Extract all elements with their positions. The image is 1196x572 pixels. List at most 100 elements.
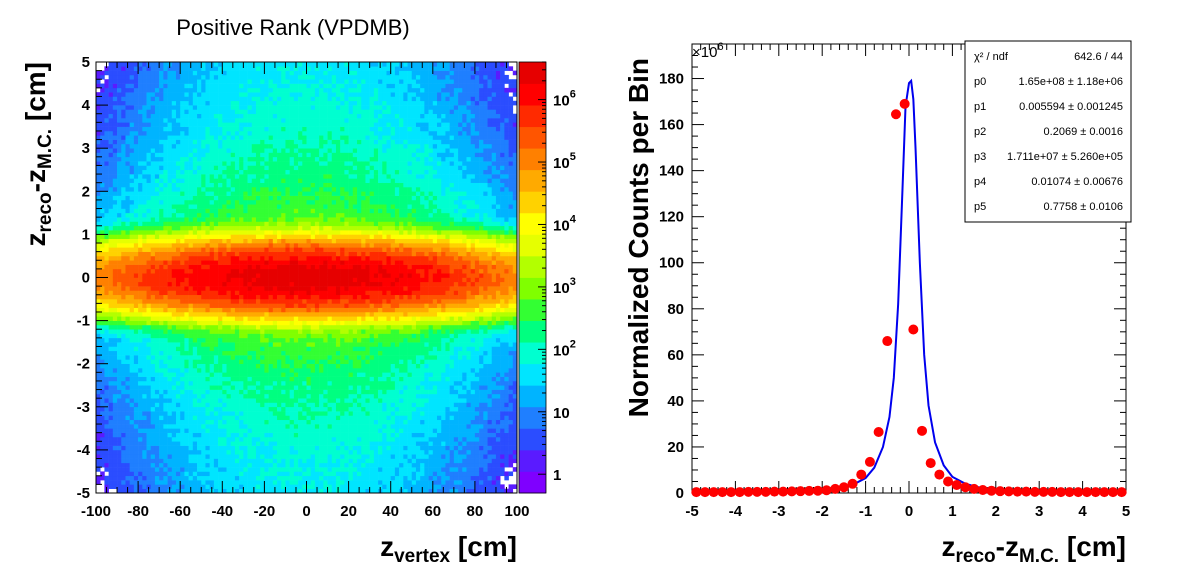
heatmap-cell — [302, 130, 307, 136]
heatmap-cell — [243, 122, 248, 127]
heatmap-cell — [234, 462, 240, 468]
heatmap-cell — [234, 372, 240, 377]
heatmap-cell — [171, 432, 177, 438]
heatmap-cell — [255, 484, 261, 489]
heatmap-cell — [197, 182, 202, 188]
heatmap-cell — [264, 428, 269, 433]
heatmap-cell — [104, 156, 109, 162]
heatmap-cell — [222, 333, 227, 339]
heatmap-cell — [108, 333, 114, 339]
heatmap-cell — [213, 359, 219, 364]
heatmap-cell — [218, 169, 223, 175]
heatmap-cell — [205, 264, 210, 270]
heatmap-cell — [146, 372, 152, 377]
heatmap-cell — [302, 380, 307, 386]
heatmap-cell — [306, 436, 312, 442]
heatmap-cell — [188, 363, 194, 369]
heatmap-cell — [154, 221, 160, 227]
heatmap-cell — [255, 389, 261, 395]
heatmap-cell — [197, 324, 202, 330]
heatmap-cell — [104, 398, 109, 403]
heatmap-cell — [239, 139, 244, 145]
heatmap-cell — [146, 191, 152, 196]
heatmap-cell — [281, 174, 286, 179]
heatmap-cell — [197, 66, 202, 71]
heatmap-cell — [138, 273, 143, 278]
heatmap-cell — [268, 268, 274, 274]
heatmap-cell — [239, 148, 244, 153]
heatmap-cell — [171, 92, 177, 97]
heatmap-cell — [302, 208, 307, 214]
heatmap-cell — [302, 247, 307, 252]
heatmap-cell — [234, 273, 240, 278]
heatmap-cell — [255, 346, 261, 352]
heatmap-cell — [298, 79, 303, 84]
heatmap-cell — [239, 342, 244, 347]
heatmap-cell — [104, 113, 109, 119]
heatmap-cell — [167, 178, 173, 183]
heatmap-cell — [133, 148, 139, 153]
heatmap-cell — [163, 277, 168, 283]
heatmap-cell — [234, 212, 240, 218]
heatmap-cell — [268, 467, 274, 472]
heatmap-cell — [133, 307, 139, 313]
heatmap-cell — [239, 471, 244, 477]
heatmap-cell — [209, 432, 215, 438]
heatmap-cell — [264, 484, 269, 489]
heatmap-cell — [298, 376, 303, 382]
heatmap-cell — [260, 303, 265, 308]
heatmap-cell — [272, 247, 278, 252]
heatmap-cell — [125, 113, 130, 119]
heatmap-cell — [302, 307, 307, 313]
heatmap-cell — [277, 70, 282, 76]
heatmap-cell — [289, 342, 295, 347]
heatmap-cell — [100, 152, 105, 158]
heatmap-cell — [234, 199, 240, 205]
heatmap-cell — [268, 230, 274, 235]
heatmap-cell — [243, 148, 248, 153]
heatmap-cell — [180, 286, 185, 291]
heatmap-cell — [272, 368, 278, 373]
heatmap-cell — [218, 105, 223, 110]
heatmap-cell — [277, 247, 282, 252]
heatmap-cell — [201, 268, 206, 274]
heatmap-cell — [243, 70, 248, 76]
heatmap-cell — [247, 165, 253, 171]
heatmap-cell — [154, 337, 160, 343]
heatmap-cell — [260, 178, 265, 183]
heatmap-cell — [150, 182, 156, 188]
heatmap-cell — [142, 281, 147, 287]
heatmap-cell — [133, 415, 139, 421]
heatmap-cell — [302, 92, 307, 97]
heatmap-cell — [104, 96, 109, 102]
heatmap-cell — [175, 342, 181, 347]
heatmap-cell — [251, 458, 257, 464]
heatmap-cell — [125, 238, 130, 244]
heatmap-cell — [205, 118, 210, 123]
heatmap-cell — [285, 83, 290, 89]
heatmap-cell — [108, 264, 114, 270]
heatmap-cell — [255, 402, 261, 408]
heatmap-cell — [201, 467, 206, 472]
heatmap-cell — [298, 260, 303, 265]
heatmap-cell — [112, 186, 118, 192]
heatmap-cell — [188, 66, 194, 71]
heatmap-cell — [129, 380, 135, 386]
heatmap-cell — [188, 152, 194, 158]
heatmap-cell — [197, 311, 202, 317]
heatmap-cell — [112, 243, 118, 248]
heatmap-cell — [171, 411, 177, 416]
heatmap-cell — [234, 130, 240, 136]
heatmap-cell — [133, 380, 139, 386]
heatmap-cell — [100, 139, 105, 145]
heatmap-cell — [285, 303, 290, 308]
heatmap-cell — [293, 329, 299, 334]
heatmap-cell — [163, 66, 168, 71]
heatmap-cell — [171, 294, 177, 300]
heatmap-cell — [142, 307, 147, 313]
heatmap-cell — [226, 480, 232, 485]
heatmap-cell — [239, 432, 244, 438]
heatmap-cell — [201, 152, 206, 158]
heatmap-cell — [289, 247, 295, 252]
heatmap-cell — [213, 186, 219, 192]
